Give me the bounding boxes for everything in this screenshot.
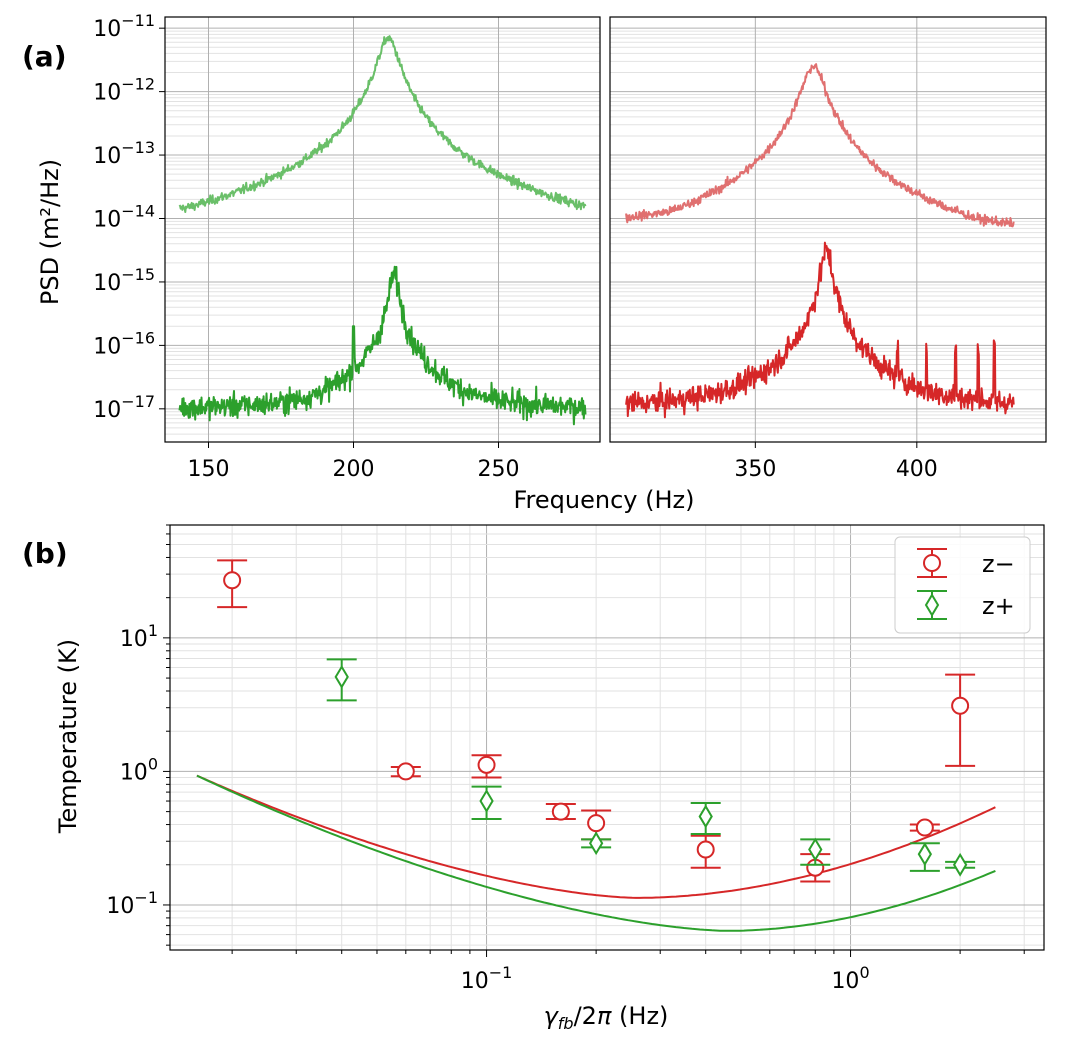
x-tick-label: 400: [896, 457, 938, 482]
x-tick-label: 100: [831, 963, 869, 994]
marker-circle: [551, 802, 570, 821]
y-tick-label: 101: [120, 621, 158, 652]
legend-label: z−: [982, 550, 1015, 578]
psd-ylabel: PSD (m²/Hz): [36, 159, 64, 305]
marker-circle: [223, 571, 242, 590]
legend-marker-diamond: [924, 593, 940, 617]
data-point-z+: [945, 852, 976, 877]
psd-trace-green-light: [178, 35, 587, 213]
legend-entry-z−: z−: [917, 548, 1015, 578]
psd-plot-left: 10−17 10−16 10−15 10−14 10−13 10−12 10−11 150 20…: [93, 11, 601, 482]
psd-trace-green: [178, 265, 587, 426]
gamma-xlabel-text: γfb/2π (Hz): [544, 1002, 669, 1033]
legend: z− z+: [894, 536, 1031, 634]
data-point-z+: [326, 658, 357, 702]
y-tick-label: 10−14: [93, 201, 155, 232]
legend-label: z+: [982, 592, 1015, 620]
data-point-z−: [390, 762, 421, 781]
legend-entry-z+: z+: [917, 590, 1015, 620]
data-point-z+: [909, 842, 940, 872]
model-line-z−: [196, 774, 996, 899]
y-tick-label: 100: [120, 754, 158, 785]
marker-diamond: [808, 837, 823, 862]
marker-circle: [915, 818, 934, 837]
marker-diamond: [588, 831, 604, 856]
data-point-z+: [690, 802, 721, 835]
y-tick-label: 10−11: [93, 11, 155, 42]
data-point-z−: [690, 834, 721, 869]
data-point-z+: [581, 831, 612, 856]
psd-trace-red: [625, 241, 1015, 419]
axes-frame: [609, 16, 1047, 443]
marker-circle: [477, 755, 496, 774]
y-tick-label: 10−16: [93, 328, 155, 359]
data-point-z−: [945, 673, 976, 767]
temperature-plot: 10−1 100 101 100 10−1: [106, 524, 1045, 994]
y-tick-label: 10−17: [93, 392, 155, 423]
panel-label-a: (a): [22, 40, 67, 73]
x-tick-label: 350: [734, 457, 776, 482]
data-point-z−: [217, 559, 248, 609]
x-tick-label: 150: [188, 457, 230, 482]
axes-frame: [169, 524, 1045, 951]
data-point-z+: [471, 785, 502, 821]
x-tick-label: 10−1: [461, 963, 513, 994]
model-line-z+: [196, 774, 996, 932]
data-point-z−: [471, 754, 502, 779]
data-point-z−: [909, 818, 940, 837]
y-tick-label: 10−12: [93, 75, 155, 106]
y-tick-label: 10−13: [93, 138, 155, 169]
x-tick-label: 250: [478, 457, 520, 482]
data-point-z−: [545, 802, 576, 821]
x-tick-label: 200: [333, 457, 375, 482]
marker-circle: [587, 814, 606, 833]
legend-marker-circle: [923, 554, 941, 572]
frequency-xlabel: Frequency (Hz): [514, 486, 695, 514]
temperature-ylabel: Temperature (K): [54, 639, 82, 834]
y-tick-label: 10−1: [106, 888, 158, 919]
marker-diamond: [917, 842, 933, 867]
marker-circle: [951, 696, 970, 715]
marker-diamond: [698, 804, 713, 829]
marker-diamond: [952, 852, 968, 877]
data-point-z+: [800, 837, 831, 866]
psd-plot-right: 350 400: [609, 16, 1047, 482]
marker-diamond: [479, 789, 494, 813]
gamma-xlabel: γfb/2π (Hz): [544, 1002, 669, 1033]
psd-trace-red-light: [625, 63, 1015, 228]
marker-circle: [396, 762, 415, 781]
panel-label-b: (b): [22, 537, 68, 570]
marker-circle: [696, 840, 715, 859]
axes-frame: [164, 16, 601, 443]
y-tick-label: 10−15: [93, 265, 155, 296]
marker-diamond: [334, 664, 349, 689]
